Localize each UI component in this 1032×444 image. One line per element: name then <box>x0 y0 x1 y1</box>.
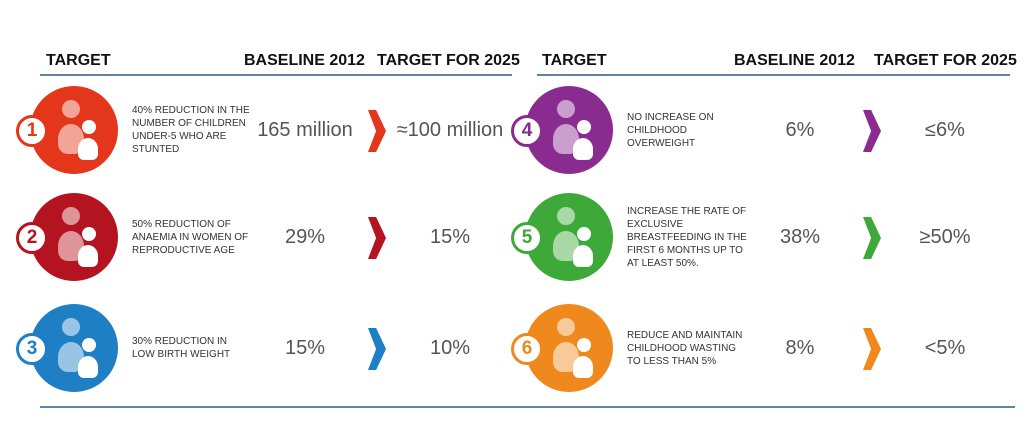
baseline-value: 38% <box>779 226 821 248</box>
baseline-value: 8% <box>785 337 815 359</box>
target-description: No increase on childhood overweight <box>627 111 714 149</box>
target-number-badge: 5 <box>511 222 543 254</box>
baseline-value: 6% <box>785 119 815 141</box>
chevron-right-icon <box>368 328 386 370</box>
target-2025-value: 10% <box>429 337 471 359</box>
header-divider <box>40 74 512 76</box>
target-number-badge: 2 <box>16 222 48 254</box>
chevron-right-icon <box>368 217 386 259</box>
target-2025-value: 15% <box>429 226 471 248</box>
header-baseline: BASELINE 2012 <box>244 52 365 69</box>
header-divider <box>537 74 1010 76</box>
baseline-value: 165 million <box>257 119 353 141</box>
target-description: Increase the rate of exclusive breastfee… <box>627 205 747 269</box>
target-2025-value: ≈100 million <box>396 119 504 141</box>
target-row-3: 3 30% reduction in low birth weight 15% … <box>10 304 510 394</box>
header-target: TARGET <box>542 52 607 69</box>
header-target-2025: TARGET FOR 2025 <box>377 52 520 69</box>
target-row-4: 4 No increase on childhood overweight 6%… <box>505 86 1005 176</box>
chevron-right-icon <box>863 217 881 259</box>
target-description: 50% reduction of anaemia in women of rep… <box>132 218 249 256</box>
target-row-2: 2 50% reduction of anaemia in women of r… <box>10 193 510 283</box>
target-number-badge: 4 <box>511 115 543 147</box>
target-2025-value: ≥50% <box>919 226 971 248</box>
baby-in-hand-icon <box>30 304 118 392</box>
target-row-5: 5 Increase the rate of exclusive breastf… <box>505 193 1005 283</box>
target-number-badge: 6 <box>511 333 543 365</box>
target-2025-value: <5% <box>924 337 966 359</box>
target-number-badge: 1 <box>16 115 48 147</box>
chevron-right-icon <box>368 110 386 152</box>
target-description: 30% reduction in low birth weight <box>132 336 231 360</box>
target-description: 40% reduction in the number of children … <box>132 105 250 155</box>
header-target-2025: TARGET FOR 2025 <box>874 52 1017 69</box>
chevron-right-icon <box>863 328 881 370</box>
footer-divider <box>40 406 1015 408</box>
header-target: TARGET <box>46 52 111 69</box>
target-row-6: 6 Reduce and maintain childhood wasting … <box>505 304 1005 394</box>
target-description: Reduce and maintain childhood wasting to… <box>627 329 743 367</box>
target-row-1: 1 40% reduction in the number of childre… <box>10 86 510 176</box>
target-number-badge: 3 <box>16 333 48 365</box>
baseline-value: 15% <box>284 337 326 359</box>
chevron-right-icon <box>863 110 881 152</box>
header-baseline: BASELINE 2012 <box>734 52 855 69</box>
blood-drops-icon <box>30 193 118 281</box>
baseline-value: 29% <box>284 226 326 248</box>
target-2025-value: ≤6% <box>925 119 965 141</box>
